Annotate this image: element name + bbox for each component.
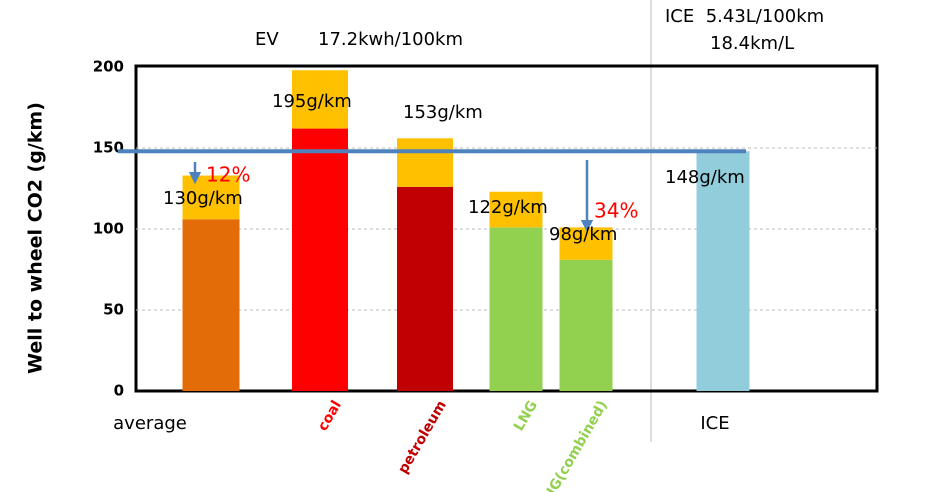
- bar-segment: [489, 191, 543, 228]
- x-tick-label: LNG: [511, 398, 541, 434]
- x-tick-label: ICE: [700, 413, 729, 434]
- header-text: 17.2kwh/100km: [318, 29, 463, 50]
- y-tick-label: 150: [93, 139, 124, 157]
- y-tick-label: 100: [93, 220, 124, 238]
- bar-segment: [292, 128, 348, 391]
- annotation: 12%: [206, 163, 250, 187]
- y-axis-label: Well to wheel CO2 (g/km): [25, 102, 47, 374]
- y-tick-label: 200: [93, 58, 124, 76]
- annotation: 122g/km: [468, 197, 548, 218]
- x-tick-label: petroleum: [395, 398, 450, 477]
- bar-segment: [559, 259, 613, 391]
- bar-segment: [182, 219, 240, 391]
- annotation: 195g/km: [272, 91, 352, 112]
- annotation: 98g/km: [549, 224, 617, 245]
- bar-segment: [559, 227, 613, 260]
- bar-segment: [292, 70, 348, 129]
- header-text: EV: [255, 29, 279, 50]
- bar-segment: [696, 151, 750, 391]
- header-text: ICE 5.43L/100km: [665, 6, 824, 27]
- annotation: 130g/km: [163, 188, 243, 209]
- bar-segment: [397, 186, 453, 391]
- annotation: 34%: [594, 199, 638, 223]
- header-text: 18.4km/L: [710, 33, 794, 54]
- bar-segment: [489, 227, 543, 391]
- x-tick-label: coal: [315, 398, 345, 434]
- x-tick-label: average: [113, 413, 187, 434]
- y-tick-label: 50: [103, 301, 124, 319]
- annotation: 148g/km: [665, 167, 745, 188]
- annotation: 153g/km: [403, 102, 483, 123]
- x-tick-label: LNG(combined): [536, 398, 611, 492]
- y-tick-label: 0: [114, 382, 124, 400]
- bar-segment: [397, 138, 453, 187]
